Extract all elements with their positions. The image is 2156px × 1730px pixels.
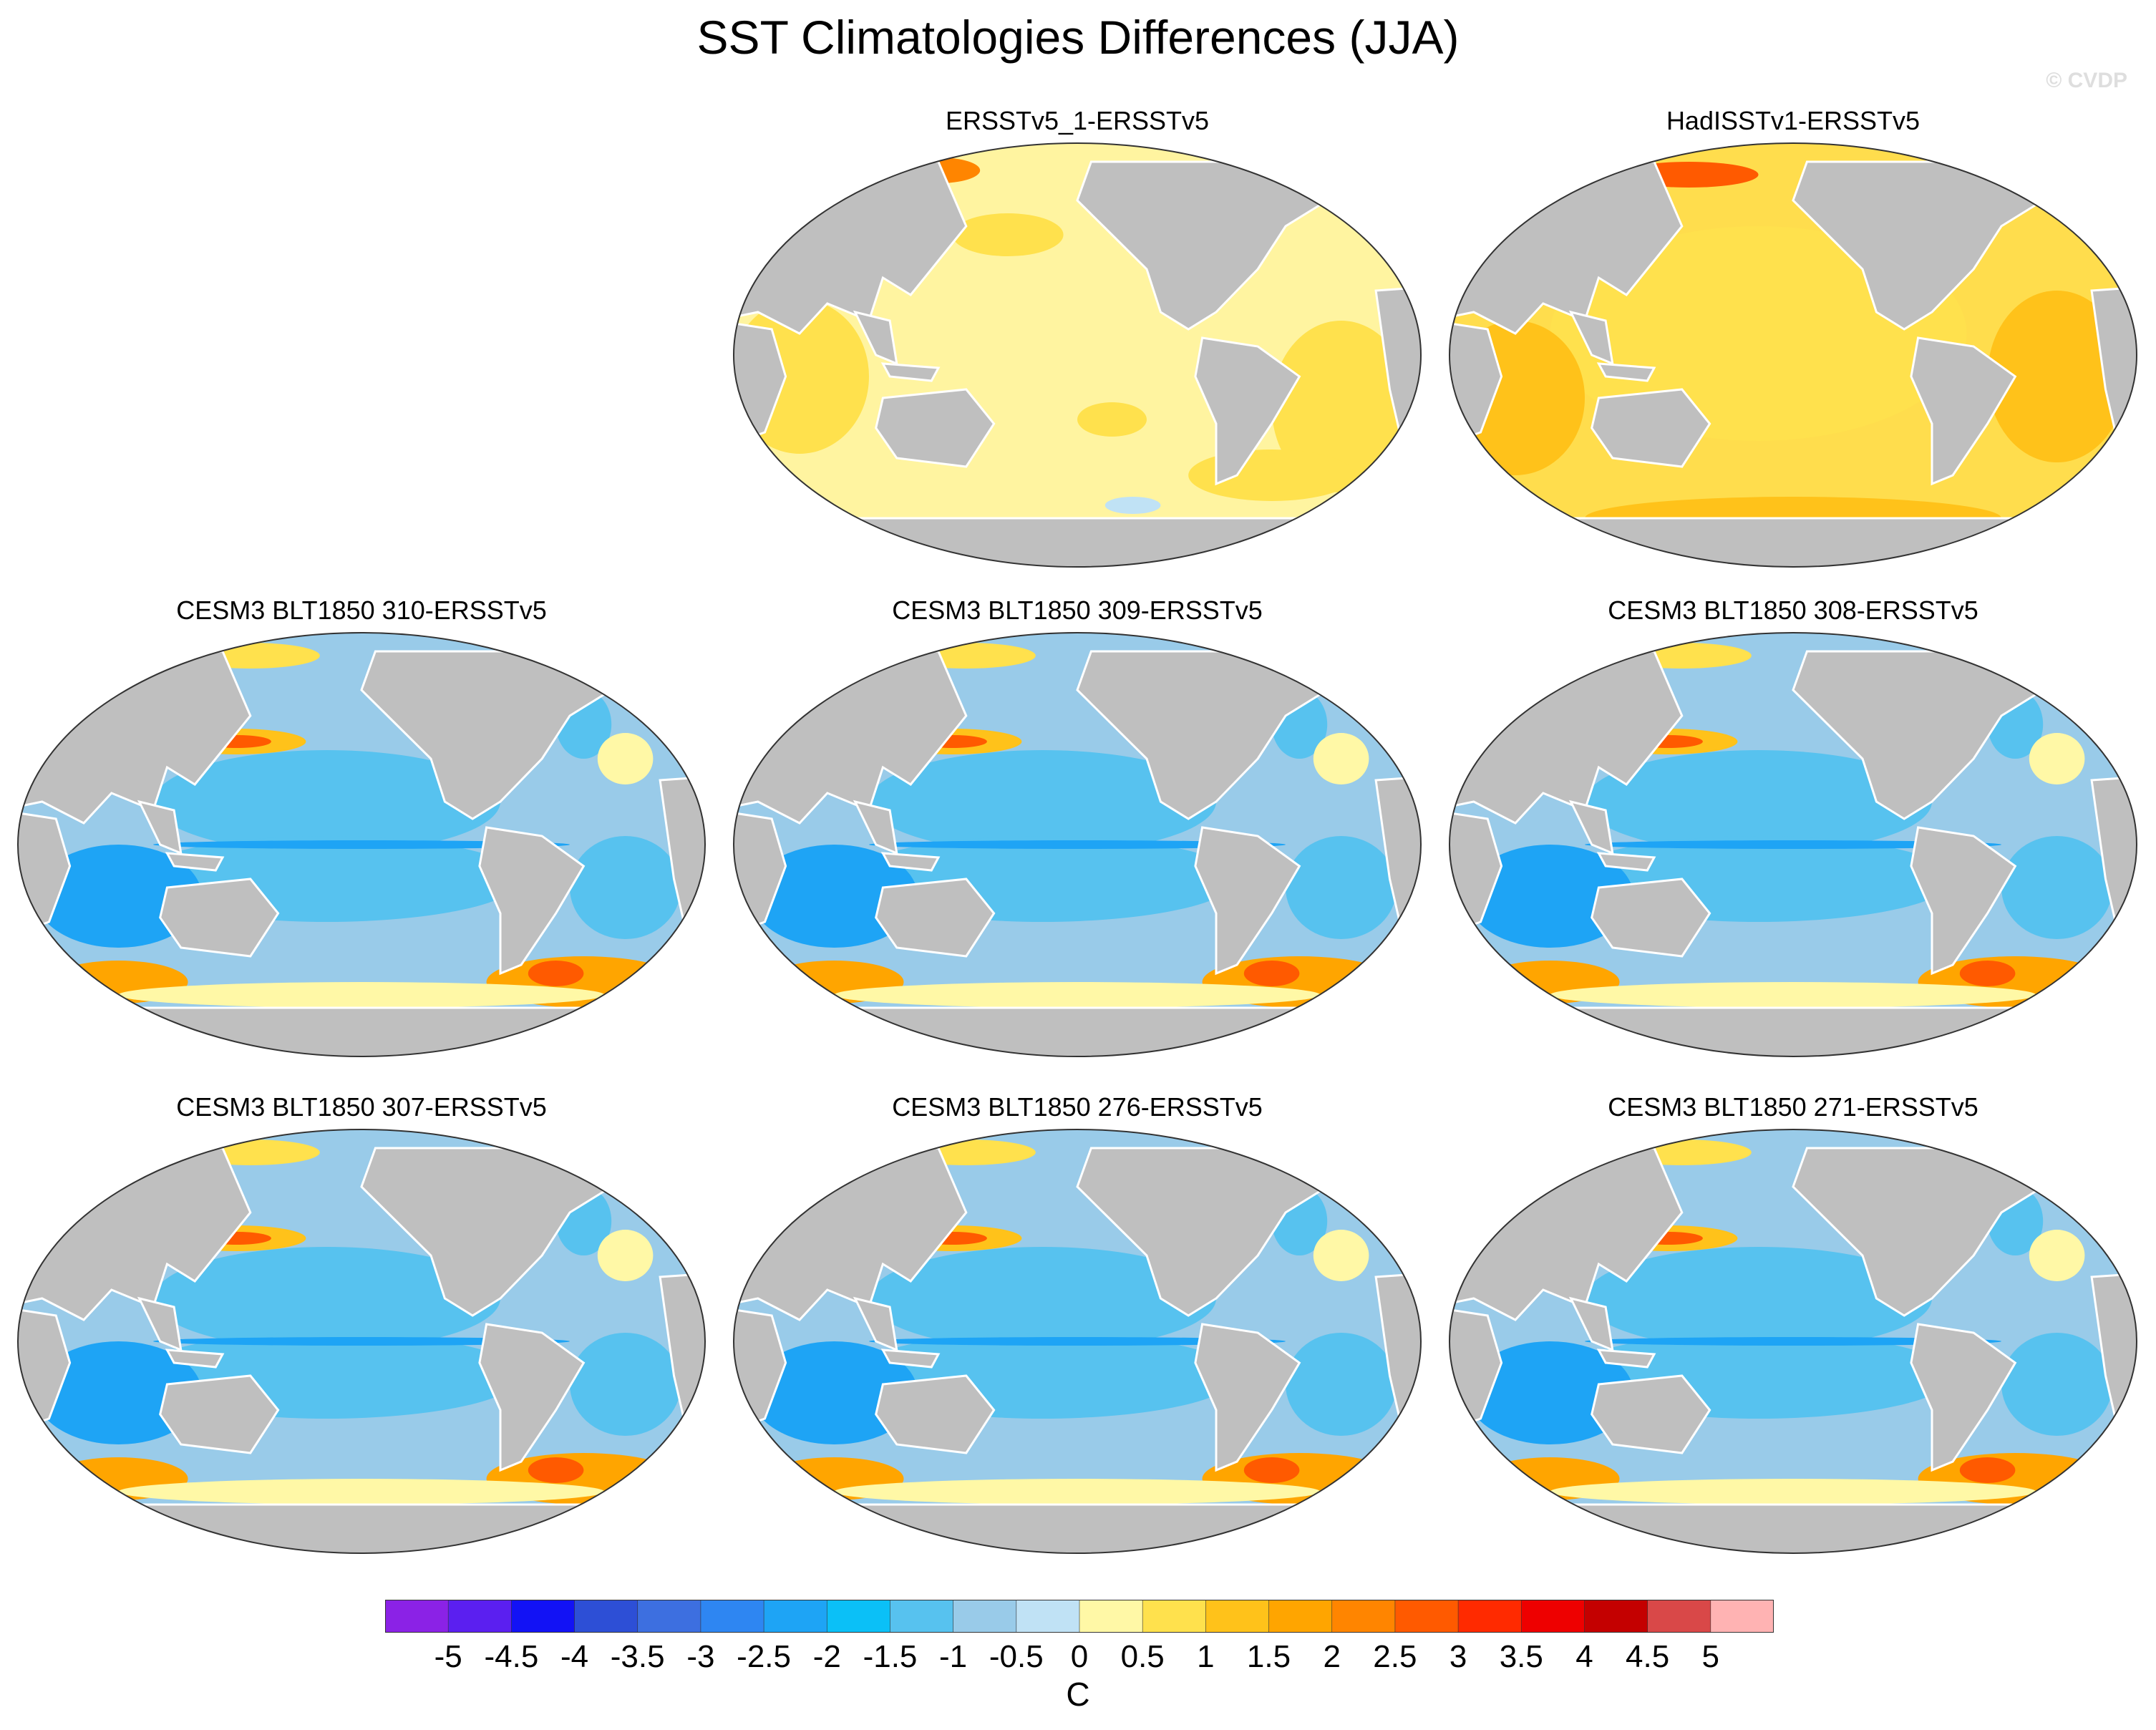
colorbar-swatch (1520, 1600, 1586, 1633)
colorbar-swatch (1457, 1600, 1523, 1633)
map-panel-p3: CESM3 BLT1850 310-ERSSTv5 (7, 596, 716, 1068)
colorbar-swatch (637, 1600, 701, 1633)
colorbar-tick-label: -1 (939, 1639, 968, 1674)
colorbar-swatch (826, 1600, 891, 1633)
map-panel-p2: HadISSTv1-ERSSTv5 (1439, 106, 2147, 578)
world-map (733, 1129, 1422, 1554)
colorbar-tick-label: 5 (1701, 1639, 1720, 1674)
colorbar-swatch (1268, 1600, 1333, 1633)
colorbar-labels: -5 -4.5 -4 -3.5 -3 -2.5 -2 -1.5 -1 -0.5 0 0.5 1 1.5 2 2… (385, 1639, 1774, 1675)
world-map (1449, 632, 2137, 1057)
colorbar-tick-label: 2 (1323, 1639, 1341, 1674)
colorbar-tick-label: -0.5 (989, 1639, 1044, 1674)
panel-title: HadISSTv1-ERSSTv5 (1666, 106, 1921, 135)
colorbar-swatch (1079, 1600, 1143, 1633)
colorbar-tick-label: -5 (434, 1639, 462, 1674)
colorbar-swatch (1331, 1600, 1396, 1633)
colorbar-swatch (447, 1600, 513, 1633)
colorbar-tick-label: -4.5 (484, 1639, 539, 1674)
colorbar-swatch (1016, 1600, 1080, 1633)
colorbar-swatch (763, 1600, 828, 1633)
panel-title: CESM3 BLT1850 276-ERSSTv5 (892, 1092, 1263, 1122)
colorbar-tick-label: 3.5 (1499, 1639, 1543, 1674)
colorbar-tick-label: 2.5 (1373, 1639, 1417, 1674)
world-map (17, 1129, 706, 1554)
panel-title: CESM3 BLT1850 271-ERSSTv5 (1608, 1092, 1978, 1122)
colorbar-tick-label: -2.5 (737, 1639, 792, 1674)
colorbar-swatch (1142, 1600, 1207, 1633)
colorbar-swatch (1647, 1600, 1711, 1633)
map-panel-p5: CESM3 BLT1850 308-ERSSTv5 (1439, 596, 2147, 1068)
colorbar-tick-label: -3 (686, 1639, 715, 1674)
colorbar-tick-label: 4.5 (1626, 1639, 1670, 1674)
world-map (733, 632, 1422, 1057)
panel-title: ERSSTv5_1-ERSSTv5 (945, 106, 1210, 135)
map-panel-p8: CESM3 BLT1850 271-ERSSTv5 (1439, 1092, 2147, 1565)
colorbar-tick-label: 0 (1070, 1639, 1089, 1674)
colorbar-swatch (511, 1600, 576, 1633)
panel-title: CESM3 BLT1850 310-ERSSTv5 (176, 596, 547, 625)
colorbar-tick-label: 1.5 (1246, 1639, 1291, 1674)
map-panel-p1: ERSSTv5_1-ERSSTv5 (723, 106, 1432, 578)
colorbar-swatch (700, 1600, 764, 1633)
colorbar-tick-label: -4 (560, 1639, 589, 1674)
colorbar-swatch (890, 1600, 954, 1633)
panel-title: CESM3 BLT1850 308-ERSSTv5 (1608, 596, 1978, 625)
colorbar-swatch (1394, 1600, 1459, 1633)
figure-title: SST Climatologies Differences (JJA) (696, 11, 1460, 64)
colorbar-tick-label: -3.5 (610, 1639, 665, 1674)
colorbar-units: C (1066, 1676, 1090, 1713)
map-panel-p7: CESM3 BLT1850 276-ERSSTv5 (723, 1092, 1432, 1565)
colorbar-tick-label: -2 (812, 1639, 841, 1674)
colorbar-tick-label: 1 (1197, 1639, 1215, 1674)
panel-title: CESM3 BLT1850 307-ERSSTv5 (176, 1092, 547, 1122)
colorbar-tick-label: -1.5 (863, 1639, 918, 1674)
colorbar-swatch (1584, 1600, 1648, 1633)
colorbar-swatch (953, 1600, 1017, 1633)
colorbar-tick-label: 4 (1575, 1639, 1593, 1674)
colorbar-tick-label: 3 (1449, 1639, 1467, 1674)
map-panel-p4: CESM3 BLT1850 309-ERSSTv5 (723, 596, 1432, 1068)
colorbar-tick-label: 0.5 (1120, 1639, 1165, 1674)
world-map (733, 142, 1422, 568)
colorbar-swatch (1710, 1600, 1774, 1633)
colorbar-swatch (385, 1600, 449, 1633)
colorbar-swatch (1205, 1600, 1270, 1633)
world-map (17, 632, 706, 1057)
world-map (1449, 142, 2137, 568)
world-map (1449, 1129, 2137, 1554)
panel-title: CESM3 BLT1850 309-ERSSTv5 (892, 596, 1263, 625)
watermark: © CVDP (2046, 69, 2127, 92)
colorbar-swatch (574, 1600, 638, 1633)
map-panel-p6: CESM3 BLT1850 307-ERSSTv5 (7, 1092, 716, 1565)
colorbar (385, 1600, 1774, 1633)
